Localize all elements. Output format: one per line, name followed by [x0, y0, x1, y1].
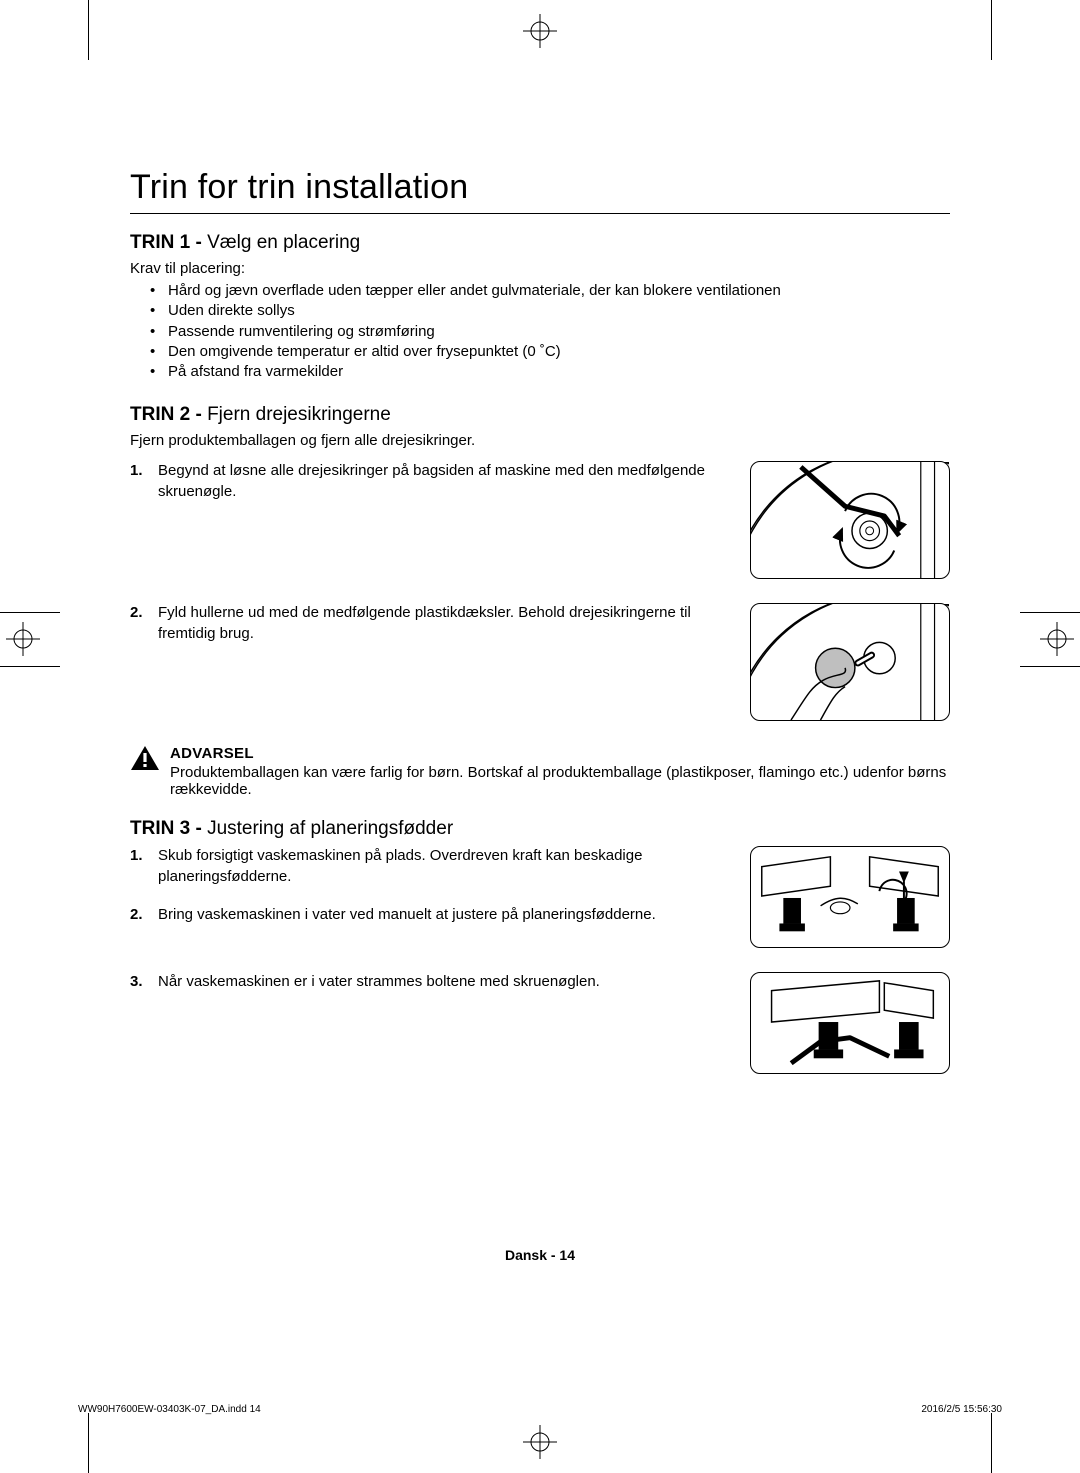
bullet-item: Uden direkte sollys [150, 301, 950, 321]
step2-item-2: 2. Fyld hullerne ud med de medfølgende p… [130, 603, 722, 644]
figure-adjust-feet [750, 846, 950, 948]
bullet-item: Passende rumventilering og strømføring [150, 322, 950, 342]
bullet-item: Den omgivende temperatur er altid over f… [150, 342, 950, 362]
registration-mark-bottom [523, 1425, 557, 1459]
registration-mark-top [523, 14, 557, 48]
warning-text: Produktemballagen kan være farlig for bø… [170, 764, 950, 798]
list-number: 2. [130, 603, 158, 644]
step3-heading: TRIN 3 - Justering af planeringsfødder [130, 818, 950, 840]
page-footer-date: 2016/2/5 15:56:30 [921, 1404, 1002, 1415]
step3-prefix: TRIN 3 - [130, 818, 207, 839]
page-footer-file: WW90H7600EW-03403K-07_DA.indd 14 [78, 1404, 261, 1415]
step2-prefix: TRIN 2 - [130, 404, 207, 425]
figure-plastic-cap [750, 603, 950, 721]
list-number: 2. [130, 905, 158, 925]
step2-heading: TRIN 2 - Fjern drejesikringerne [130, 404, 950, 426]
step3-item-2: 2. Bring vaskemaskinen i vater ved manue… [130, 905, 722, 925]
registration-mark-left [6, 622, 40, 656]
page-footer-center: Dansk - 14 [0, 1247, 1080, 1263]
list-text: Skub forsigtigt vaskemaskinen på plads. … [158, 846, 722, 887]
warning-heading: ADVARSEL [170, 745, 950, 762]
list-number: 1. [130, 846, 158, 887]
list-text: Fyld hullerne ud med de medfølgende plas… [158, 603, 722, 644]
list-text: Begynd at løsne alle drejesikringer på b… [158, 461, 722, 502]
step2-intro: Fjern produktemballagen og fjern alle dr… [130, 432, 950, 449]
list-text: Bring vaskemaskinen i vater ved manuelt … [158, 905, 722, 925]
step1-bullets: Hård og jævn overflade uden tæpper eller… [150, 281, 950, 382]
bullet-item: På afstand fra varmekilder [150, 362, 950, 382]
warning-block: ADVARSEL Produktemballagen kan være farl… [130, 745, 950, 798]
step1-rest: Vælg en placering [207, 232, 360, 253]
figure-loosen-bolts [750, 461, 950, 579]
step1-heading: TRIN 1 - Vælg en placering [130, 232, 950, 254]
page-title: Trin for trin installation [130, 168, 950, 214]
step2-item-1: 1. Begynd at løsne alle drejesikringer p… [130, 461, 722, 502]
step1-lead: Krav til placering: [130, 260, 950, 277]
step2-rest: Fjern drejesikringerne [207, 404, 391, 425]
bullet-item: Hård og jævn overflade uden tæpper eller… [150, 281, 950, 301]
list-number: 3. [130, 972, 158, 992]
step3-item-1: 1. Skub forsigtigt vaskemaskinen på plad… [130, 846, 722, 887]
step1-prefix: TRIN 1 - [130, 232, 207, 253]
list-text: Når vaskemaskinen er i vater strammes bo… [158, 972, 722, 992]
step3-rest: Justering af planeringsfødder [207, 818, 453, 839]
step3-item-3: 3. Når vaskemaskinen er i vater strammes… [130, 972, 722, 992]
figure-tighten-bolts [750, 972, 950, 1074]
warning-icon [130, 745, 160, 776]
list-number: 1. [130, 461, 158, 502]
registration-mark-right [1040, 622, 1074, 656]
